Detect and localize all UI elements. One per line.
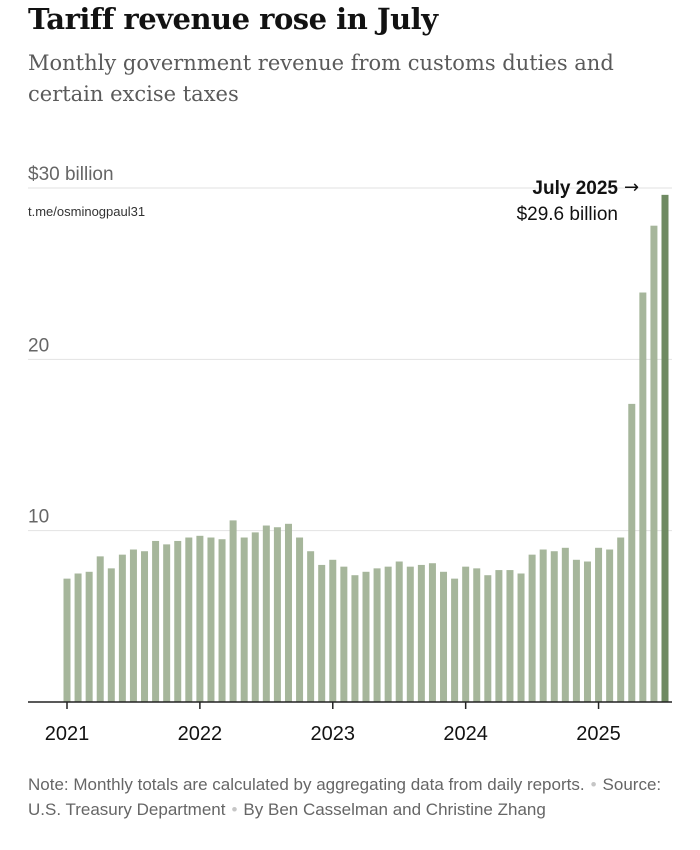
bar <box>229 520 237 702</box>
bar <box>318 564 326 702</box>
annotation-arrow-icon: → <box>624 177 639 198</box>
bar <box>262 525 270 702</box>
chart-note: Note: Monthly totals are calculated by a… <box>28 772 668 822</box>
bar <box>296 537 304 702</box>
bar <box>572 559 580 702</box>
bar <box>495 570 503 702</box>
bar <box>517 573 525 702</box>
bar <box>74 573 82 702</box>
bar <box>251 532 259 702</box>
bar <box>606 549 614 702</box>
bar <box>152 540 160 702</box>
bar <box>595 547 603 702</box>
bar <box>307 551 315 702</box>
x-tick-label: 2022 <box>178 723 223 745</box>
chart-subtitle: Monthly government revenue from customs … <box>28 51 614 106</box>
bar <box>174 540 182 702</box>
axes: 2021 2022 2023 2024 2025 <box>28 701 672 745</box>
bar <box>528 554 536 702</box>
bar <box>661 194 669 702</box>
source-text: Source: U.S. Treasury Department <box>28 775 662 819</box>
bar <box>639 292 647 702</box>
bar <box>462 566 470 702</box>
x-tick-label: 2021 <box>45 723 90 745</box>
annotation: July 2025 → $29.6 billion <box>517 177 640 225</box>
byline-text: By Ben Casselman and Christine Zhang <box>243 800 546 819</box>
annotation-label: July 2025 <box>532 178 618 199</box>
bar <box>273 527 281 702</box>
x-tick-label: 2025 <box>576 723 621 745</box>
bar <box>107 568 115 702</box>
bar <box>406 566 414 702</box>
bar <box>85 571 93 702</box>
bar <box>118 554 126 702</box>
gridlines: $30 billion 20 10 <box>28 164 672 532</box>
bar <box>196 535 204 702</box>
bar <box>218 539 226 702</box>
bar <box>384 566 392 702</box>
bar <box>484 575 492 702</box>
bar <box>63 578 71 702</box>
bar <box>617 537 625 702</box>
separator-dot-icon: • <box>590 775 597 794</box>
bar <box>129 549 137 702</box>
bar <box>473 568 481 702</box>
watermark-text: t.me/osminogpaul31 <box>28 204 145 219</box>
x-tick-label: 2024 <box>443 723 488 745</box>
bar <box>550 551 558 702</box>
bar <box>451 578 459 702</box>
bar <box>583 561 591 702</box>
bar <box>506 570 514 702</box>
bar <box>395 561 403 702</box>
bar <box>351 575 359 702</box>
bar <box>628 403 636 702</box>
note-text: Note: Monthly totals are calculated by a… <box>28 775 585 794</box>
bar-chart: $30 billion 20 10 2021 2022 2023 2024 2025 t.m… <box>28 164 672 745</box>
bar <box>561 547 569 702</box>
bar <box>440 571 448 702</box>
chart-title: Tariff revenue rose in July <box>28 2 438 36</box>
bar <box>284 523 292 702</box>
bar <box>240 537 248 702</box>
bar <box>207 537 215 702</box>
bar <box>329 559 337 702</box>
bar <box>185 537 193 702</box>
bar <box>362 571 370 702</box>
bar <box>163 544 171 702</box>
y-tick-label: 10 <box>28 507 49 528</box>
bar <box>428 563 436 702</box>
bar <box>141 551 149 702</box>
separator-dot-icon: • <box>231 800 238 819</box>
x-tick-label: 2023 <box>311 723 356 745</box>
bar <box>340 566 348 702</box>
bar <box>96 556 104 702</box>
bars <box>63 194 669 702</box>
annotation-value: $29.6 billion <box>517 204 618 225</box>
bar <box>417 564 425 702</box>
bar <box>539 549 547 702</box>
bar <box>373 568 381 702</box>
bar <box>650 225 658 702</box>
y-tick-label: $30 billion <box>28 164 114 185</box>
y-tick-label: 20 <box>28 335 49 356</box>
